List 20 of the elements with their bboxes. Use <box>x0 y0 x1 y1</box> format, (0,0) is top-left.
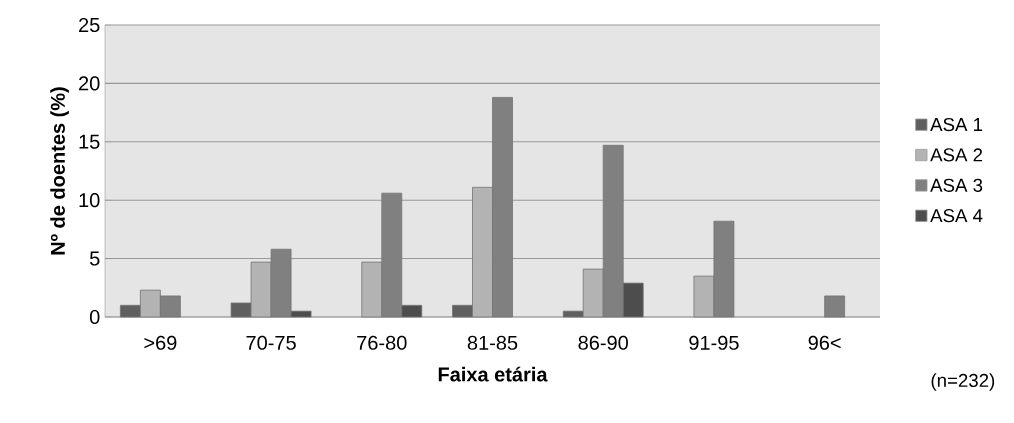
legend-label: ASA 2 <box>930 148 983 162</box>
legend-label: ASA 1 <box>930 117 983 132</box>
legend-label: ASA 3 <box>930 178 983 192</box>
x-tick-label: 70-75 <box>246 335 296 350</box>
y-tick-label: 15 <box>79 134 100 149</box>
y-tick-label: 5 <box>89 251 100 266</box>
y-axis-title: Nº de doentes (%) <box>50 87 69 255</box>
x-tick-label: 91-95 <box>689 335 739 350</box>
x-tick-label: 81-85 <box>467 335 518 350</box>
x-tick-label: >69 <box>144 335 177 350</box>
y-tick-label: 25 <box>79 17 100 33</box>
y-tick-label: 20 <box>79 76 100 91</box>
x-tick-label: 96< <box>808 335 841 350</box>
y-tick-label: 0 <box>89 309 100 325</box>
legend-label: ASA 4 <box>930 209 983 223</box>
y-tick-label: 10 <box>79 193 100 208</box>
text: (n=232) <box>931 373 995 391</box>
x-axis-title: Faixa etária <box>438 366 548 382</box>
x-tick-label: 76-80 <box>357 335 407 350</box>
x-tick-label: 86-90 <box>578 335 628 350</box>
